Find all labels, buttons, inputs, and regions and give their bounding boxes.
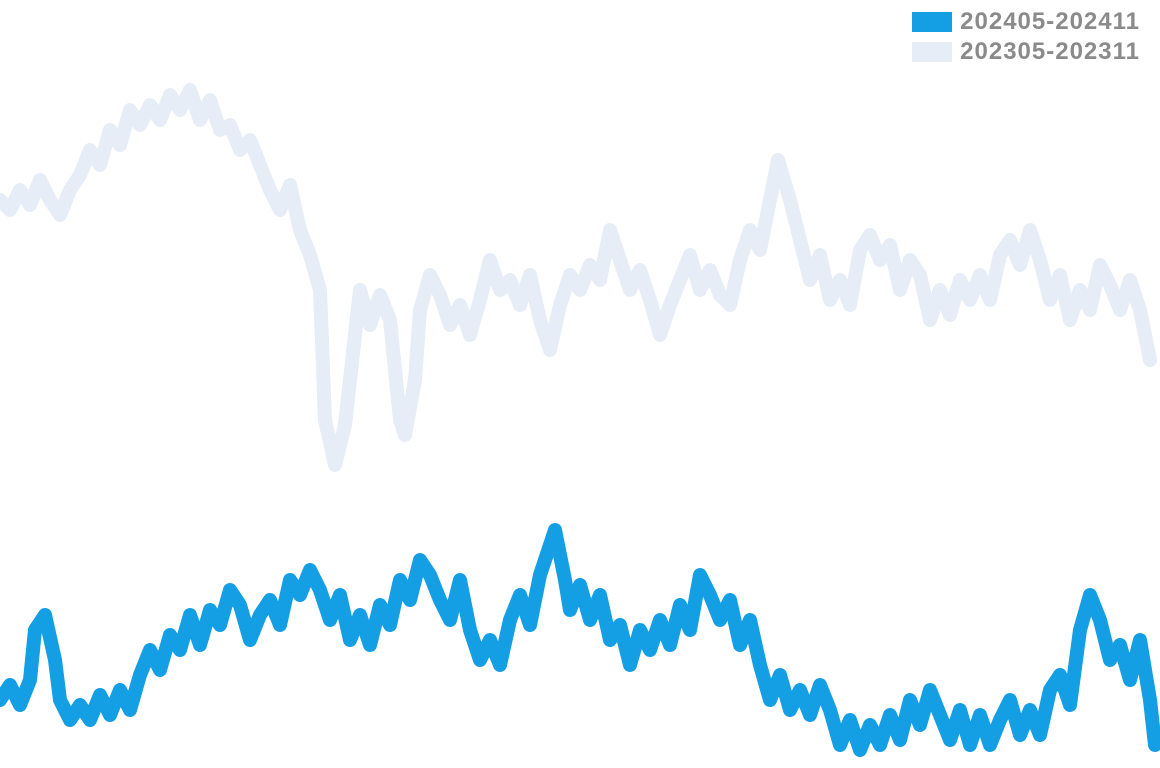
legend-item: 202405-202411	[912, 8, 1140, 36]
legend-item: 202305-202311	[912, 38, 1140, 66]
series-line	[0, 530, 1155, 750]
legend-label: 202405-202411	[960, 8, 1140, 36]
chart-svg	[0, 0, 1160, 768]
legend-swatch	[912, 42, 952, 62]
legend-label: 202305-202311	[960, 38, 1140, 66]
line-chart: 202405-202411202305-202311	[0, 0, 1160, 768]
legend-swatch	[912, 12, 952, 32]
legend: 202405-202411202305-202311	[912, 8, 1140, 66]
series-line	[0, 90, 1150, 465]
